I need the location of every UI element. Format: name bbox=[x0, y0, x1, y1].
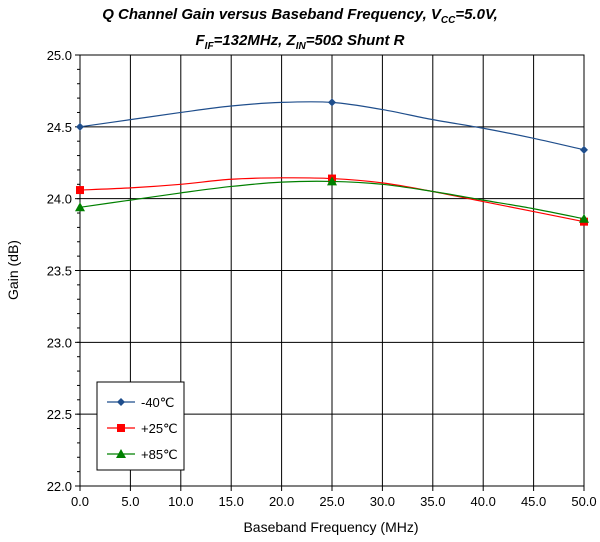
x-tick-label: 5.0 bbox=[121, 494, 139, 509]
y-tick-label: 24.0 bbox=[47, 192, 72, 207]
x-axis-label: Baseband Frequency (MHz) bbox=[243, 519, 418, 535]
x-tick-label: 10.0 bbox=[168, 494, 193, 509]
y-tick-label: 22.0 bbox=[47, 479, 72, 494]
title-line2-b: =132MHz, Z bbox=[213, 32, 296, 49]
data-point-2-2 bbox=[579, 213, 589, 223]
y-tick-label: 23.0 bbox=[47, 335, 72, 350]
title-line2-a-sub: IF bbox=[204, 41, 214, 52]
y-tick-label: 25.0 bbox=[47, 48, 72, 63]
x-tick-label: 15.0 bbox=[219, 494, 244, 509]
y-tick-label: 22.5 bbox=[47, 407, 72, 422]
legend: -40℃ +25℃ +85℃ bbox=[96, 381, 185, 471]
data-point-2-1 bbox=[327, 176, 337, 186]
y-axis-label: Gain (dB) bbox=[5, 240, 21, 300]
x-tick-label: 25.0 bbox=[319, 494, 344, 509]
legend-box bbox=[96, 381, 185, 471]
x-tick-label: 45.0 bbox=[521, 494, 546, 509]
title-line2-b-sub: IN bbox=[295, 41, 306, 52]
x-tick-label: 40.0 bbox=[471, 494, 496, 509]
title-line1-tail: =5.0V, bbox=[455, 6, 498, 23]
title-line2-a: F bbox=[195, 32, 205, 49]
data-point-0-0 bbox=[76, 122, 84, 131]
title-line1-main: Q Channel Gain versus Baseband Frequency… bbox=[102, 6, 441, 23]
x-tick-label: 0.0 bbox=[71, 494, 89, 509]
title-line2-c: =50Ω Shunt R bbox=[305, 32, 405, 49]
data-point-0-2 bbox=[580, 145, 588, 154]
x-tick-label: 20.0 bbox=[269, 494, 294, 509]
x-tick-label: 30.0 bbox=[370, 494, 395, 509]
x-tick-label: 35.0 bbox=[420, 494, 445, 509]
chart-title-line2: FIF=132MHz, ZIN=50Ω Shunt R bbox=[0, 32, 600, 52]
legend-marker-2 bbox=[116, 449, 126, 458]
axes: 0.0 5.0 10.0 15.0 20.0 25.0 30.0 35.0 40.0 45.0 50… bbox=[47, 48, 597, 509]
y-tick-label: 24.5 bbox=[47, 120, 72, 135]
data-point-0-1 bbox=[328, 98, 336, 107]
x-tick-label: 50.0 bbox=[571, 494, 596, 509]
legend-label-0: -40℃ bbox=[141, 395, 174, 410]
legend-marker-0 bbox=[117, 398, 125, 406]
series-layer bbox=[75, 98, 589, 226]
title-line1-sub: CC bbox=[440, 15, 456, 26]
legend-label-2: +85℃ bbox=[141, 447, 178, 462]
data-point-2-0 bbox=[75, 202, 85, 212]
data-point-1-0 bbox=[76, 186, 84, 195]
legend-label-1: +25℃ bbox=[141, 421, 178, 436]
legend-marker-1 bbox=[117, 424, 125, 432]
chart-title-line1: Q Channel Gain versus Baseband Frequency… bbox=[0, 6, 600, 26]
y-tick-label: 23.5 bbox=[47, 264, 72, 279]
